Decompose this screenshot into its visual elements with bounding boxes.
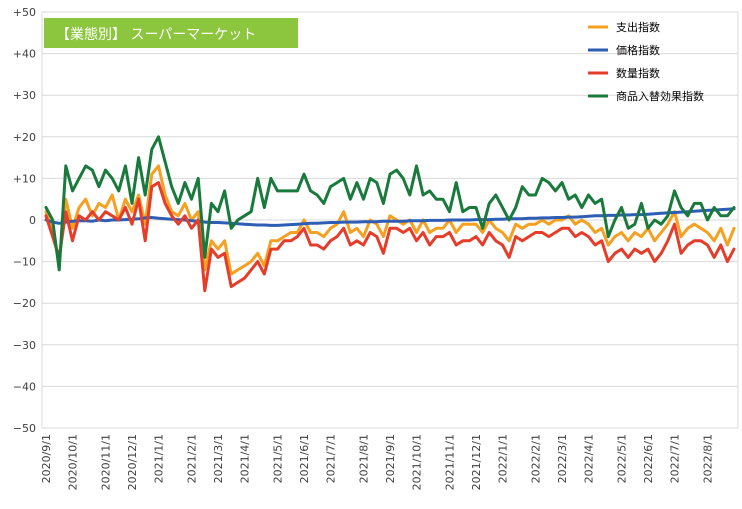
- x-tick-label: 2021/1/1: [152, 434, 165, 483]
- x-tick-label: 2021/3/1: [212, 434, 225, 483]
- legend-label-3: 商品入替効果指数: [616, 89, 704, 103]
- series-line-3: [44, 135, 736, 272]
- x-tick-label: 2022/1/1: [496, 434, 509, 483]
- y-axis-tick-labels: +50 +40 +30 +20 +10 0 −10 −20 −30 −40 −50: [13, 6, 36, 435]
- x-tick-label: 2022/7/1: [668, 434, 681, 483]
- legend-label-1: 価格指数: [616, 43, 660, 57]
- x-tick-label: 2021/7/1: [324, 434, 337, 483]
- x-tick-label: 2020/9/1: [40, 434, 53, 483]
- x-tick-label: 2021/5/1: [272, 434, 285, 483]
- x-tick-label: 2022/6/1: [642, 434, 655, 483]
- series-line-1: [44, 207, 736, 227]
- y-tick-label: +10: [13, 172, 36, 185]
- x-tick-label: 2021/4/1: [238, 434, 251, 483]
- x-tick-label: 2021/6/1: [298, 434, 311, 483]
- x-tick-label: 2020/12/1: [126, 434, 139, 490]
- legend-label-2: 数量指数: [616, 66, 660, 80]
- x-tick-label: 2021/9/1: [384, 434, 397, 483]
- x-tick-label: 2021/10/1: [410, 434, 423, 490]
- legend-label-0: 支出指数: [616, 20, 660, 34]
- y-tick-label: 0: [29, 214, 36, 227]
- y-tick-label: −30: [13, 339, 36, 352]
- y-tick-label: −10: [13, 256, 36, 269]
- x-tick-label: 2022/2/1: [530, 434, 543, 483]
- y-tick-label: +30: [13, 89, 36, 102]
- x-tick-label: 2020/10/1: [66, 434, 79, 490]
- series-line-2: [44, 181, 736, 293]
- x-axis-tick-labels: 2020/9/1 2020/10/1 2020/11/1 2020/12/1 2021/…: [40, 434, 715, 490]
- y-tick-label: −50: [13, 422, 36, 435]
- chart-title-background: [44, 18, 298, 48]
- x-tick-label: 2021/8/1: [358, 434, 371, 483]
- chart-title: 【業態別】 スーパーマーケット: [44, 18, 298, 48]
- x-tick-label: 2021/2/1: [186, 434, 199, 483]
- series-line-0: [44, 164, 736, 276]
- y-tick-label: +50: [13, 6, 36, 19]
- x-tick-label: 2021/11/1: [444, 434, 457, 490]
- x-tick-label: 2022/3/1: [556, 434, 569, 483]
- chart-title-text: 【業態別】 スーパーマーケット: [56, 27, 256, 43]
- series-lines: [44, 135, 736, 293]
- x-tick-label: 2022/8/1: [702, 434, 715, 483]
- y-tick-label: −40: [13, 380, 36, 393]
- y-tick-label: +40: [13, 48, 36, 61]
- x-tick-label: 2022/4/1: [582, 434, 595, 483]
- x-tick-label: 2021/12/1: [470, 434, 483, 490]
- y-tick-label: −20: [13, 297, 36, 310]
- x-tick-label: 2020/11/1: [100, 434, 113, 490]
- y-tick-label: +20: [13, 131, 36, 144]
- x-tick-label: 2022/5/1: [616, 434, 629, 483]
